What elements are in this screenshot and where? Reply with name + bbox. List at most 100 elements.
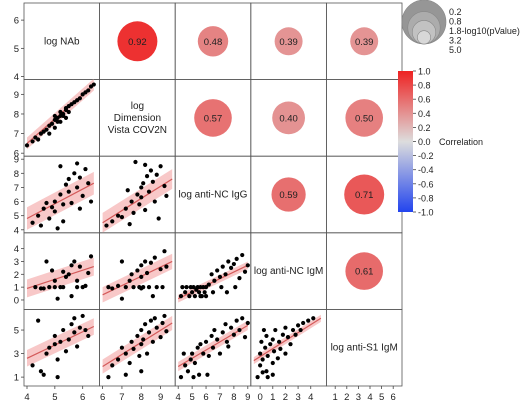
scatter-point xyxy=(146,189,152,194)
scatter-point xyxy=(139,327,144,333)
scatter-point xyxy=(226,259,231,264)
scatter-point xyxy=(201,351,206,356)
scatter-point xyxy=(215,337,220,342)
scatter-point xyxy=(154,285,159,290)
scatter-point xyxy=(47,345,52,350)
scatter-point xyxy=(77,264,82,269)
scatter-point xyxy=(55,375,60,380)
scatter-point xyxy=(38,369,44,374)
scatter-point xyxy=(242,269,248,274)
scatter-panel-4-2 xyxy=(177,316,250,380)
scatter-point xyxy=(135,268,140,273)
color-legend: 1.0 0.8 0.6 0.4 0.2 0.0 -0.2 -0.4 -0.6 -0.8 -1.0 Co… xyxy=(398,67,483,218)
color-legend-tick-label: -1.0 xyxy=(418,208,434,218)
scatter-point xyxy=(164,329,169,334)
diagonal-label-3: log anti-NC IgM xyxy=(254,266,323,277)
scatter-panel-2-1 xyxy=(102,159,173,233)
scatter-point xyxy=(164,193,169,199)
x-tick-label: 2 xyxy=(283,392,288,403)
scatter-point xyxy=(55,357,60,362)
scatter-point xyxy=(139,342,144,347)
scatter-point xyxy=(86,333,91,339)
y-tick-label: 8 xyxy=(14,109,19,120)
scatter-point xyxy=(146,285,152,290)
color-legend-tick-label: -0.4 xyxy=(418,165,434,175)
scatter-panel-4-1 xyxy=(102,313,173,380)
scatter-point xyxy=(264,333,269,339)
scatter-point xyxy=(58,164,63,169)
correlation-bubble-1-2 xyxy=(194,99,232,137)
scatter-panel-1-0 xyxy=(24,79,96,150)
scatter-point xyxy=(295,323,301,328)
scatter-point xyxy=(268,342,273,347)
scatter-point xyxy=(162,313,167,319)
correlation-label-1-4: 0.50 xyxy=(355,113,374,124)
scatter-point xyxy=(198,342,203,347)
scatter-point xyxy=(152,316,157,321)
diagonal-label-line: log anti-S1 IgM xyxy=(331,343,398,354)
size-legend-label: 0.8 xyxy=(449,17,462,27)
scatter-point xyxy=(150,294,155,299)
x-tick-label: 4 xyxy=(367,392,372,403)
y-tick-label: 6 xyxy=(14,16,19,27)
color-legend-tick-label: 0.8 xyxy=(418,81,431,91)
size-legend: 0.20.81.8-log10(pValue)3.25.0 xyxy=(401,0,520,55)
x-tick-label: 3 xyxy=(356,392,361,403)
scatter-point xyxy=(148,318,154,323)
scatter-point xyxy=(139,274,144,279)
scatter-point xyxy=(49,121,55,126)
scatter-point xyxy=(198,294,203,299)
scatter-point xyxy=(52,285,57,290)
y-tick-label: 7 xyxy=(14,183,19,194)
scatter-point xyxy=(30,220,35,225)
x-tick-label: 6 xyxy=(203,392,208,403)
scatter-point xyxy=(185,369,191,374)
correlation-bubble-0-2 xyxy=(197,26,229,57)
scatter-point xyxy=(223,322,228,327)
scatter-point xyxy=(233,285,238,290)
scatter-point xyxy=(139,195,144,200)
fit-line xyxy=(102,178,173,224)
scatter-point xyxy=(203,339,209,344)
scatter-point xyxy=(265,353,270,359)
scatter-point xyxy=(30,363,35,368)
x-tick-label: 7 xyxy=(119,392,124,403)
correlation-label-2-4: 0.71 xyxy=(355,190,374,201)
x-tick-label: 4 xyxy=(24,392,29,403)
scatter-point xyxy=(139,286,144,291)
scatter-point xyxy=(152,255,157,260)
y-tick-label: 3 xyxy=(14,257,19,268)
color-legend-tick-label: -0.6 xyxy=(418,179,434,189)
scatter-point xyxy=(139,263,144,268)
y-tick-label: 3 xyxy=(14,349,19,360)
color-legend-bar xyxy=(398,71,413,212)
scatter-point xyxy=(30,139,35,144)
scatter-point xyxy=(206,353,211,359)
scatter-point xyxy=(162,249,167,254)
scatter-point xyxy=(77,175,82,180)
scatter-point xyxy=(110,286,115,291)
scatter-point xyxy=(75,285,80,290)
scatter-point xyxy=(180,285,185,290)
scatter-point xyxy=(86,181,91,186)
scatter-point xyxy=(44,200,49,206)
scatter-point xyxy=(231,261,236,267)
scatter-point xyxy=(293,332,298,337)
scatter-panel-2-0 xyxy=(26,161,95,231)
scatter-point xyxy=(52,125,57,130)
scatter-point xyxy=(210,290,216,295)
scatter-point xyxy=(129,272,134,277)
correlation-label-2-3: 0.59 xyxy=(279,190,298,201)
scatter-point xyxy=(115,357,121,362)
scatter-point xyxy=(33,285,38,290)
scatter-point xyxy=(55,296,60,301)
scatter-point xyxy=(143,207,148,213)
color-legend-tick-label: 0.0 xyxy=(418,137,431,147)
scatter-point xyxy=(52,342,57,347)
matrix-panels: log NAb log Dimension Vista COV2N log anti-N… xyxy=(14,2,403,403)
scatter-point xyxy=(209,333,214,339)
scatter-point xyxy=(144,270,150,276)
scatter-point xyxy=(61,202,66,207)
scatter-point xyxy=(52,333,57,339)
